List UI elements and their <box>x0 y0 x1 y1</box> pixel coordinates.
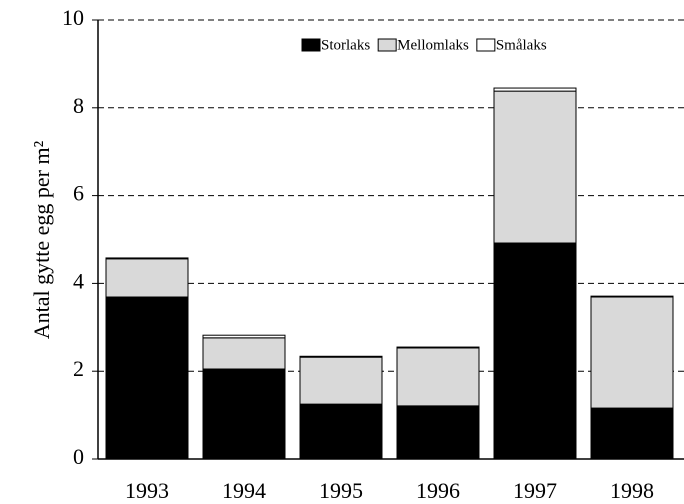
bar-segment <box>105 296 189 460</box>
bar-segment <box>396 346 480 349</box>
bar-segment <box>396 347 480 407</box>
bar-segment <box>493 87 577 92</box>
bar-segment <box>493 242 577 460</box>
legend-label: Smålaks <box>496 37 547 53</box>
x-tick-label: 1995 <box>319 478 363 503</box>
y-tick-label: 0 <box>73 444 84 469</box>
bar-segment <box>299 403 383 460</box>
bar-segment <box>105 258 189 298</box>
legend-label: Storlaks <box>321 37 370 53</box>
y-tick-label: 6 <box>73 181 84 206</box>
x-tick-label: 1994 <box>222 478 266 503</box>
bar-segment <box>590 295 674 298</box>
legend-swatch <box>476 38 496 52</box>
bar-segment <box>202 334 286 339</box>
bar-segment <box>493 90 577 244</box>
x-tick-label: 1996 <box>416 478 460 503</box>
y-axis-label: Antal gytte egg per m² <box>29 140 54 339</box>
x-tick-label: 1997 <box>513 478 557 503</box>
bar-segment <box>202 337 286 370</box>
bar-segment <box>590 296 674 409</box>
bar-segment <box>299 355 383 358</box>
x-tick-label: 1993 <box>125 478 169 503</box>
bar-segment <box>202 368 286 460</box>
y-tick-label: 10 <box>62 5 84 30</box>
bar-segment <box>105 257 189 260</box>
y-tick-label: 8 <box>73 93 84 118</box>
legend-swatch <box>301 38 321 52</box>
bar-segment <box>299 356 383 405</box>
y-tick-label: 2 <box>73 356 84 381</box>
legend-label: Mellomlaks <box>397 37 469 53</box>
bar-segment <box>590 407 674 460</box>
bar-segment <box>396 405 480 460</box>
legend-swatch <box>377 38 397 52</box>
y-tick-label: 4 <box>73 268 84 293</box>
x-tick-label: 1998 <box>610 478 654 503</box>
